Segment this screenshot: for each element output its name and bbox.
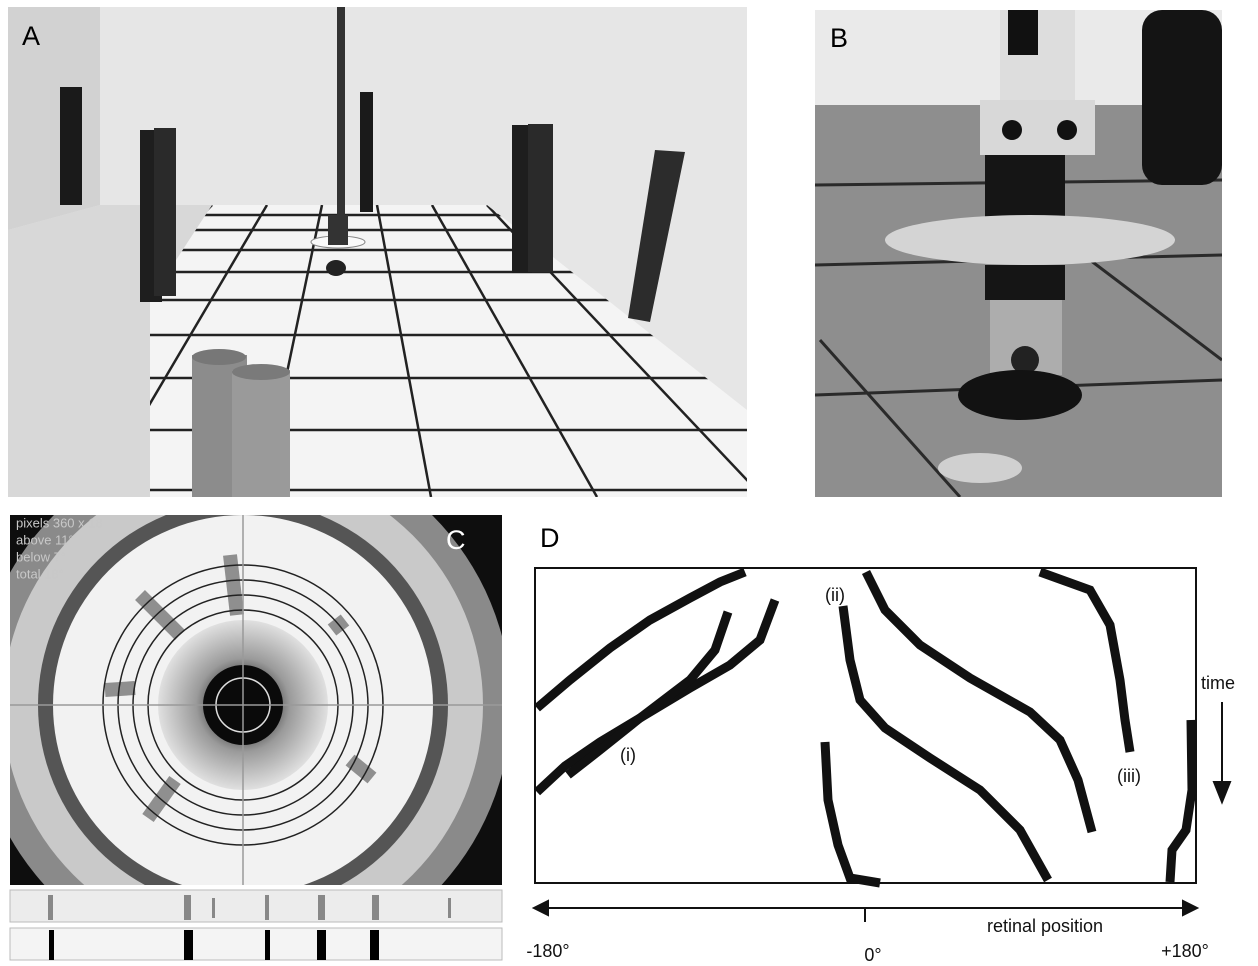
photo-b-ellipse (958, 370, 1082, 420)
panel-label: B (830, 23, 848, 53)
tick-label: -180° (526, 941, 569, 961)
photo-a-rect (328, 215, 348, 245)
panel-label: C (446, 525, 466, 555)
photo-a-rect (528, 124, 553, 272)
time-arrow-polygon (1214, 782, 1230, 802)
photo-a-ellipse (192, 349, 246, 365)
overlay-text: pixels 360 x 18 (16, 515, 103, 530)
unwrapped-strip-g-rect (184, 895, 191, 920)
unwrapped-strip-g-rect (318, 895, 325, 920)
photo-a (0, 7, 763, 497)
unwrapped-strip-g-rect (317, 930, 326, 960)
position-axis-polygon (534, 901, 548, 915)
unwrapped-strip (10, 890, 502, 960)
photo-a-ellipse (232, 364, 290, 380)
figure: A B (0, 0, 1258, 966)
camera-image-g-line (105, 688, 135, 690)
photo-a-rect (360, 92, 373, 212)
photo-b-circle (1002, 120, 1022, 140)
photo-b-rect (1142, 10, 1222, 185)
axis-label: retinal position (987, 916, 1103, 936)
photo-a-rect (232, 370, 290, 497)
photo-a-ellipse (326, 260, 346, 276)
annotation: (iii) (1117, 766, 1141, 786)
unwrapped-strip-g-rect (49, 930, 54, 960)
photo-a-rect (60, 87, 82, 205)
annotation: (i) (620, 745, 636, 765)
tick-label: 0° (864, 945, 881, 965)
overlay-text: total 18° (16, 566, 64, 581)
tick-label: +180° (1161, 941, 1209, 961)
unwrapped-strip-g-rect (212, 898, 215, 918)
unwrapped-strip-g-rect (448, 898, 451, 918)
trajectory-plot (535, 568, 1196, 883)
photo-b (815, 10, 1222, 497)
overlay-text: above 11° (16, 532, 74, 547)
photo-b-rect (985, 265, 1065, 300)
unwrapped-strip-g-rect (48, 895, 53, 920)
position-axis-polygon (1183, 901, 1197, 915)
panel-label: D (540, 523, 560, 553)
photo-a-rect (337, 7, 345, 217)
unwrapped-strip-rect (10, 928, 502, 960)
photo-b-circle (1057, 120, 1077, 140)
photo-a-rect (154, 128, 176, 296)
photo-b-rect (1008, 10, 1038, 55)
unwrapped-strip-g-rect (265, 895, 269, 920)
unwrapped-strip-rect (10, 890, 502, 922)
unwrapped-strip-g-rect (265, 930, 270, 960)
time-arrow (1214, 702, 1230, 802)
panel-label: A (22, 21, 40, 51)
annotation: (ii) (825, 585, 845, 605)
photo-b-ellipse (938, 453, 1022, 483)
overlay-text: below 7° (16, 549, 66, 564)
photo-b-rect (980, 100, 1095, 155)
unwrapped-strip-g-rect (184, 930, 193, 960)
unwrapped-strip-g-rect (372, 895, 379, 920)
camera-image-g-line (230, 555, 237, 615)
time-label: time (1201, 673, 1235, 693)
photo-b-ellipse (885, 215, 1175, 265)
unwrapped-strip-g-rect (370, 930, 379, 960)
photo-b-circle (1011, 346, 1039, 374)
